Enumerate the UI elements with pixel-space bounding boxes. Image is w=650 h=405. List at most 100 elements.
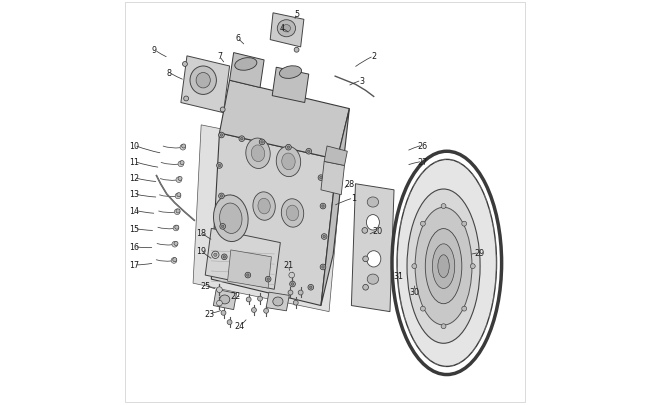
Ellipse shape — [252, 145, 265, 162]
Ellipse shape — [367, 251, 381, 267]
Circle shape — [245, 273, 251, 278]
Text: 9: 9 — [152, 46, 157, 55]
Polygon shape — [229, 53, 264, 88]
Text: 13: 13 — [129, 190, 139, 199]
Circle shape — [320, 204, 326, 209]
Circle shape — [222, 254, 227, 260]
Circle shape — [178, 162, 184, 167]
Circle shape — [184, 97, 188, 102]
Polygon shape — [211, 134, 337, 306]
Circle shape — [222, 226, 224, 228]
Circle shape — [412, 264, 417, 269]
Circle shape — [180, 161, 184, 165]
Circle shape — [172, 242, 177, 247]
Circle shape — [239, 136, 244, 142]
Circle shape — [216, 301, 222, 306]
Circle shape — [265, 277, 271, 282]
Ellipse shape — [438, 255, 449, 278]
Polygon shape — [270, 14, 304, 48]
Circle shape — [462, 222, 467, 226]
Text: 3: 3 — [359, 77, 364, 85]
Ellipse shape — [282, 26, 291, 33]
Circle shape — [294, 48, 299, 53]
Ellipse shape — [367, 215, 380, 230]
Circle shape — [221, 311, 226, 315]
Circle shape — [441, 324, 446, 329]
Circle shape — [290, 281, 295, 287]
Polygon shape — [272, 68, 309, 103]
Circle shape — [289, 273, 294, 278]
Circle shape — [462, 307, 467, 311]
Circle shape — [298, 290, 303, 295]
Circle shape — [246, 297, 251, 302]
Circle shape — [214, 254, 217, 257]
Circle shape — [321, 234, 327, 240]
Circle shape — [176, 177, 182, 183]
Text: 31: 31 — [393, 272, 403, 281]
Circle shape — [218, 194, 224, 199]
Ellipse shape — [196, 73, 211, 89]
Ellipse shape — [281, 199, 304, 228]
Text: 26: 26 — [417, 141, 428, 150]
Text: 11: 11 — [129, 158, 139, 166]
Text: 29: 29 — [474, 249, 484, 258]
Circle shape — [322, 266, 324, 269]
Circle shape — [240, 138, 243, 141]
Ellipse shape — [367, 198, 378, 207]
Ellipse shape — [190, 67, 216, 95]
Polygon shape — [266, 292, 289, 311]
Circle shape — [363, 285, 369, 290]
Text: 15: 15 — [129, 224, 139, 233]
Text: 4: 4 — [280, 24, 285, 33]
Circle shape — [227, 320, 232, 325]
Circle shape — [320, 264, 326, 270]
Circle shape — [291, 283, 294, 286]
Polygon shape — [324, 147, 347, 166]
Text: 23: 23 — [204, 309, 214, 318]
Circle shape — [218, 133, 224, 139]
Circle shape — [318, 175, 324, 181]
Text: 18: 18 — [196, 228, 206, 237]
Text: 7: 7 — [217, 52, 222, 61]
Circle shape — [223, 256, 226, 258]
Circle shape — [212, 252, 219, 259]
Circle shape — [285, 145, 291, 151]
Text: 27: 27 — [417, 158, 428, 166]
Text: 30: 30 — [410, 287, 419, 296]
Text: 20: 20 — [372, 226, 383, 235]
Text: 25: 25 — [200, 281, 211, 290]
Circle shape — [177, 193, 181, 197]
Ellipse shape — [246, 139, 270, 169]
Text: 22: 22 — [231, 291, 240, 300]
Text: 8: 8 — [166, 68, 171, 77]
Circle shape — [182, 145, 186, 149]
Circle shape — [287, 147, 290, 149]
Circle shape — [174, 242, 178, 246]
Polygon shape — [213, 290, 237, 310]
Text: 5: 5 — [294, 10, 299, 19]
Circle shape — [320, 177, 322, 179]
Ellipse shape — [432, 244, 455, 289]
Circle shape — [257, 296, 263, 301]
Circle shape — [183, 62, 187, 67]
Circle shape — [293, 301, 298, 305]
Ellipse shape — [220, 204, 242, 234]
Polygon shape — [205, 229, 280, 290]
Ellipse shape — [213, 196, 248, 242]
Circle shape — [220, 134, 223, 137]
Circle shape — [173, 226, 179, 231]
Circle shape — [322, 205, 324, 208]
Circle shape — [306, 149, 311, 155]
Polygon shape — [193, 126, 343, 312]
Circle shape — [323, 236, 326, 238]
Circle shape — [178, 177, 182, 181]
Circle shape — [173, 258, 177, 262]
Circle shape — [220, 108, 225, 113]
Ellipse shape — [273, 297, 283, 306]
Ellipse shape — [407, 190, 480, 343]
Circle shape — [216, 287, 222, 293]
Ellipse shape — [287, 206, 299, 221]
Ellipse shape — [367, 275, 378, 285]
Circle shape — [180, 145, 186, 151]
Text: 19: 19 — [196, 247, 206, 256]
